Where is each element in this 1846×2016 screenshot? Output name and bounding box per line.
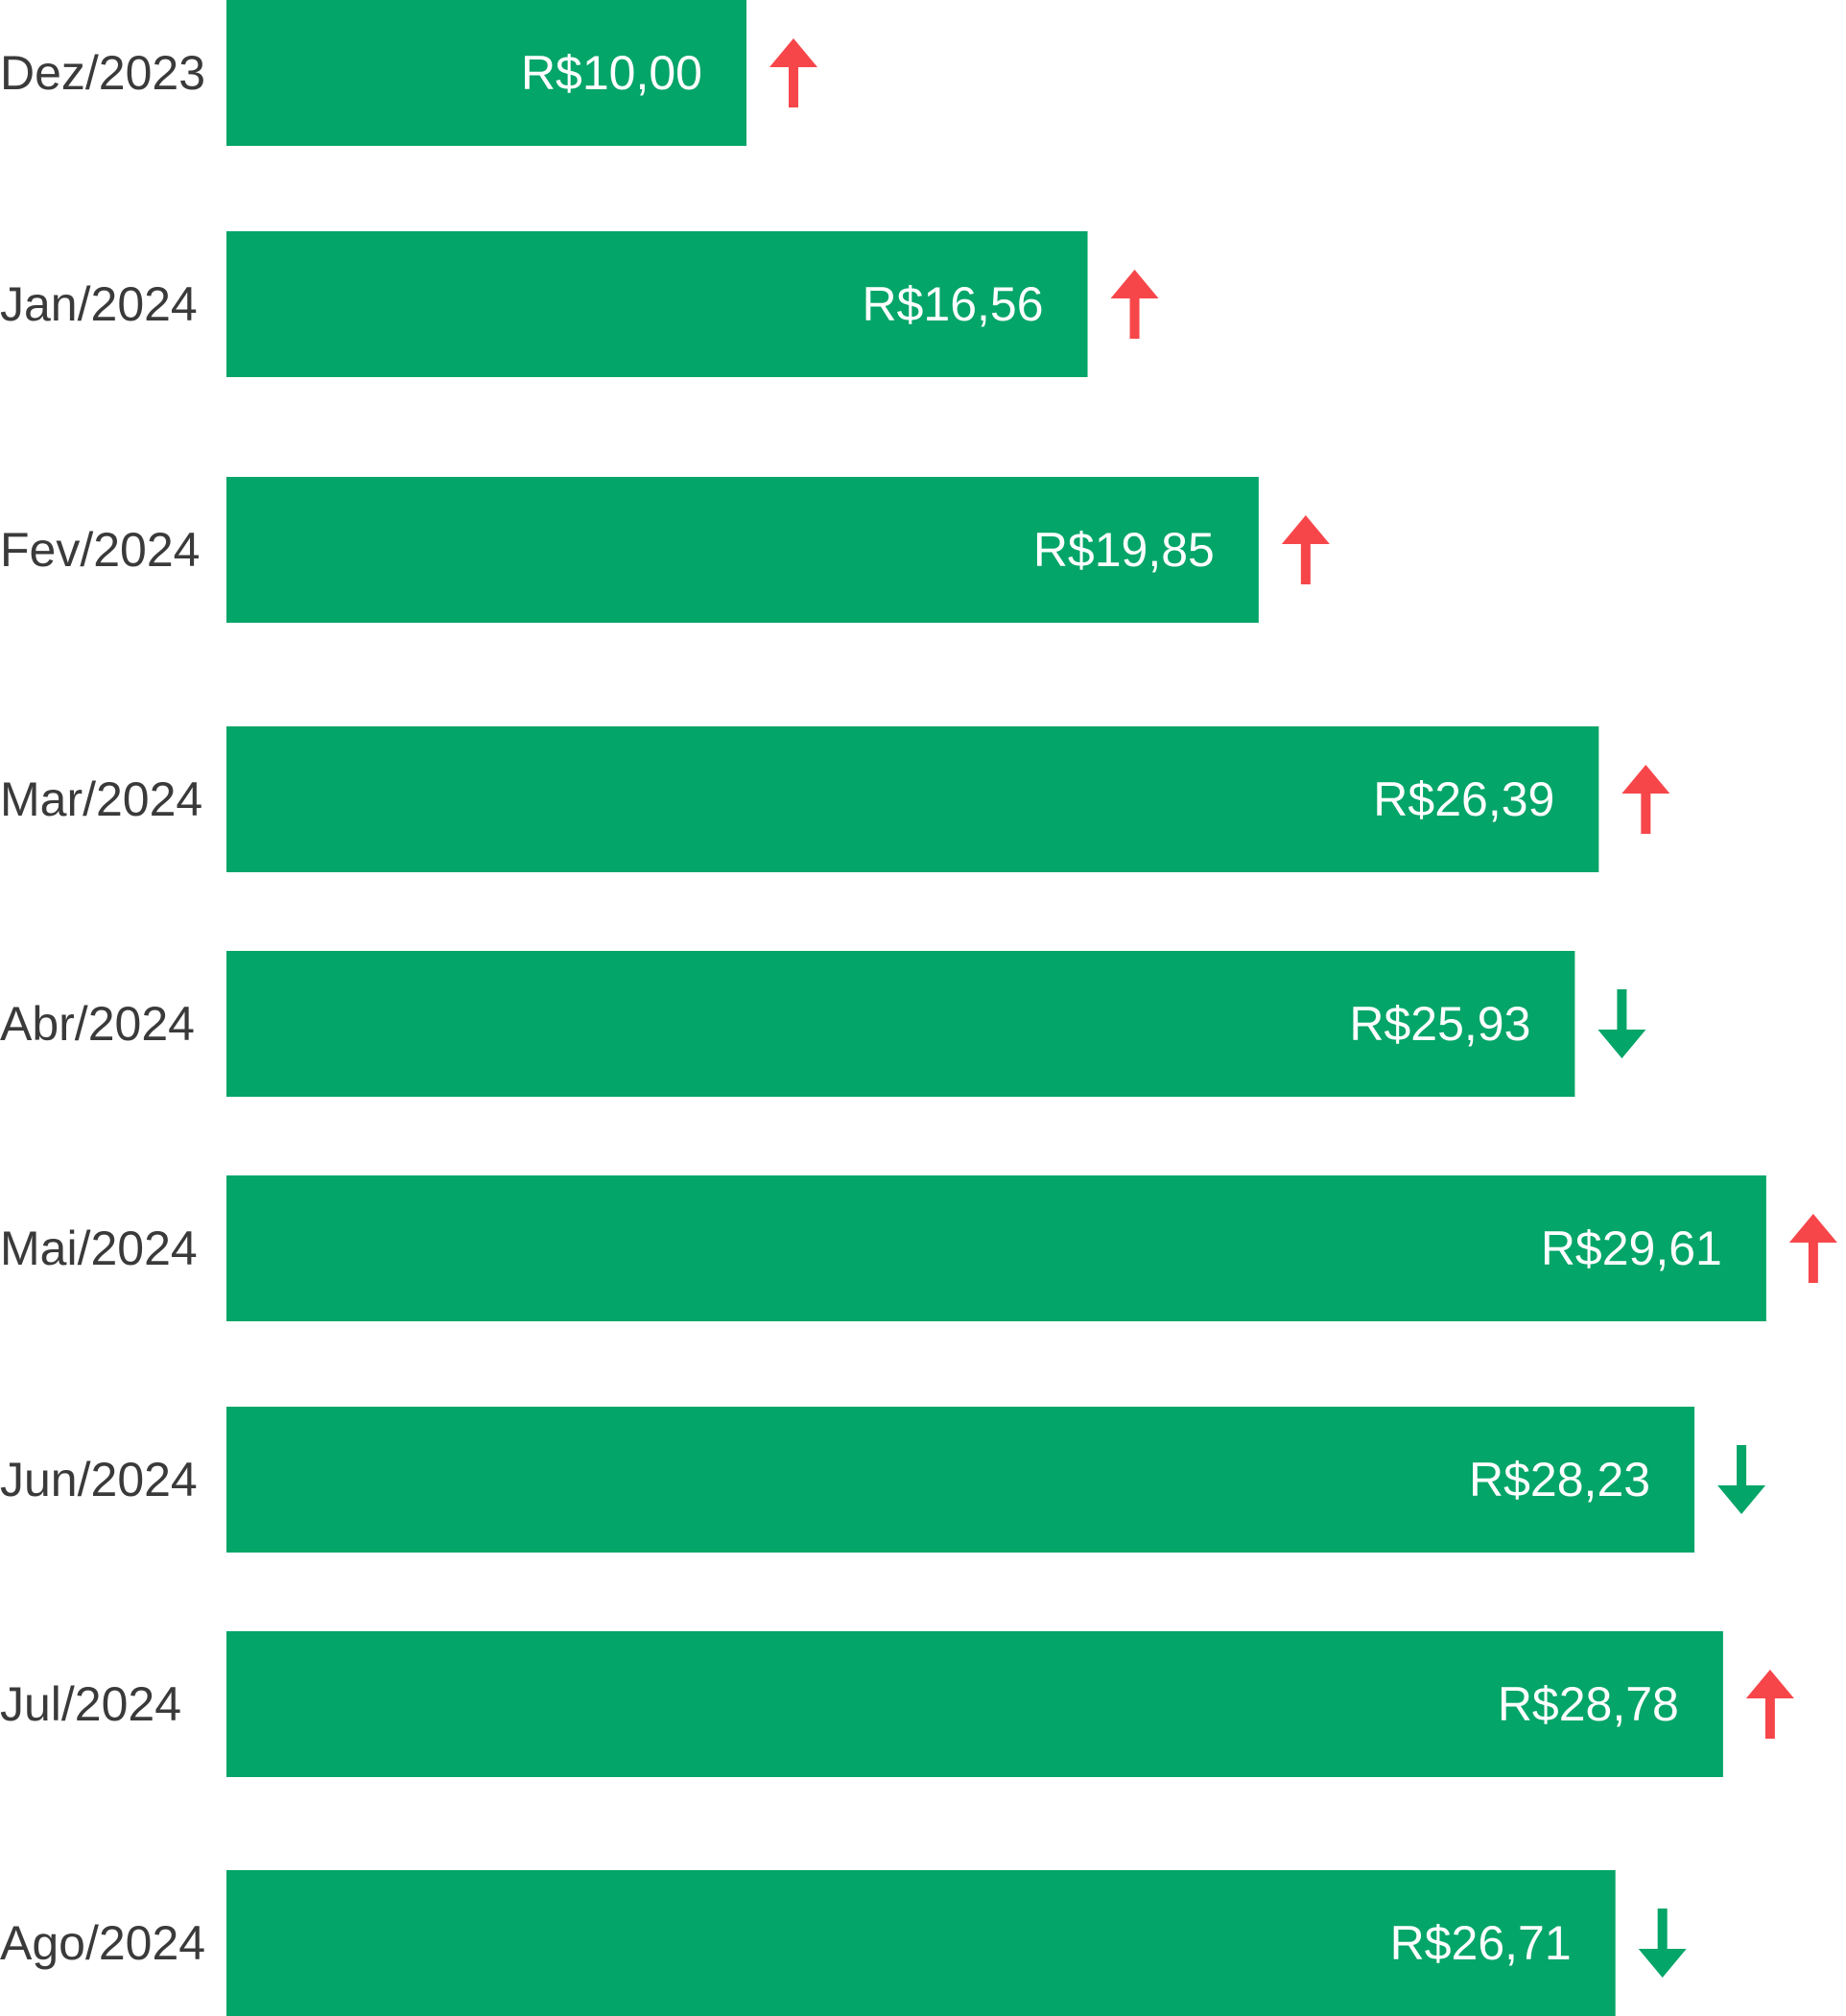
bar bbox=[226, 726, 1599, 872]
value-label: R$26,71 bbox=[1390, 1916, 1572, 1970]
arrow-up-icon bbox=[1788, 1214, 1837, 1283]
value-label: R$25,93 bbox=[1349, 997, 1530, 1051]
arrow-down-icon bbox=[1598, 989, 1646, 1058]
arrow-up-icon bbox=[1110, 270, 1159, 339]
arrow-down-icon bbox=[1638, 1909, 1687, 1978]
bar-row: Mai/2024 R$29,61 bbox=[0, 1175, 1837, 1321]
value-label: R$10,00 bbox=[521, 46, 702, 100]
bar bbox=[226, 477, 1259, 623]
category-label: Abr/2024 bbox=[0, 997, 195, 1051]
bar bbox=[226, 1407, 1695, 1553]
category-label: Ago/2024 bbox=[0, 1916, 205, 1970]
bar bbox=[226, 951, 1575, 1097]
bar-row: Fev/2024 R$19,85 bbox=[0, 477, 1330, 623]
category-label: Jul/2024 bbox=[0, 1677, 181, 1731]
category-label: Jan/2024 bbox=[0, 277, 198, 331]
value-label: R$16,56 bbox=[863, 277, 1044, 331]
bar-row: Ago/2024 R$26,71 bbox=[0, 1870, 1687, 2016]
bar-row: Jan/2024 R$16,56 bbox=[0, 231, 1159, 377]
category-label: Dez/2023 bbox=[0, 46, 205, 100]
bar bbox=[226, 1870, 1616, 2016]
category-label: Fev/2024 bbox=[0, 523, 200, 577]
arrow-up-icon bbox=[769, 38, 817, 107]
arrow-up-icon bbox=[1745, 1670, 1794, 1739]
category-label: Mar/2024 bbox=[0, 772, 202, 826]
bar-row: Abr/2024 R$25,93 bbox=[0, 951, 1646, 1097]
category-label: Mai/2024 bbox=[0, 1221, 198, 1275]
arrow-down-icon bbox=[1717, 1445, 1766, 1514]
value-label: R$26,39 bbox=[1373, 772, 1554, 826]
bar-row: Mar/2024 R$26,39 bbox=[0, 726, 1670, 872]
value-label: R$29,61 bbox=[1541, 1221, 1722, 1275]
bar-row: Jul/2024 R$28,78 bbox=[0, 1631, 1794, 1777]
bar-row: Jun/2024 R$28,23 bbox=[0, 1407, 1766, 1553]
value-label: R$28,78 bbox=[1498, 1677, 1679, 1731]
arrow-up-icon bbox=[1281, 515, 1330, 584]
value-label: R$19,85 bbox=[1033, 523, 1215, 577]
arrow-up-icon bbox=[1621, 765, 1670, 834]
bar bbox=[226, 0, 746, 146]
bar-row: Dez/2023 R$10,00 bbox=[0, 0, 817, 146]
bar bbox=[226, 1631, 1723, 1777]
bar bbox=[226, 1175, 1766, 1321]
value-label: R$28,23 bbox=[1469, 1453, 1650, 1506]
bar bbox=[226, 231, 1088, 377]
category-label: Jun/2024 bbox=[0, 1453, 198, 1506]
